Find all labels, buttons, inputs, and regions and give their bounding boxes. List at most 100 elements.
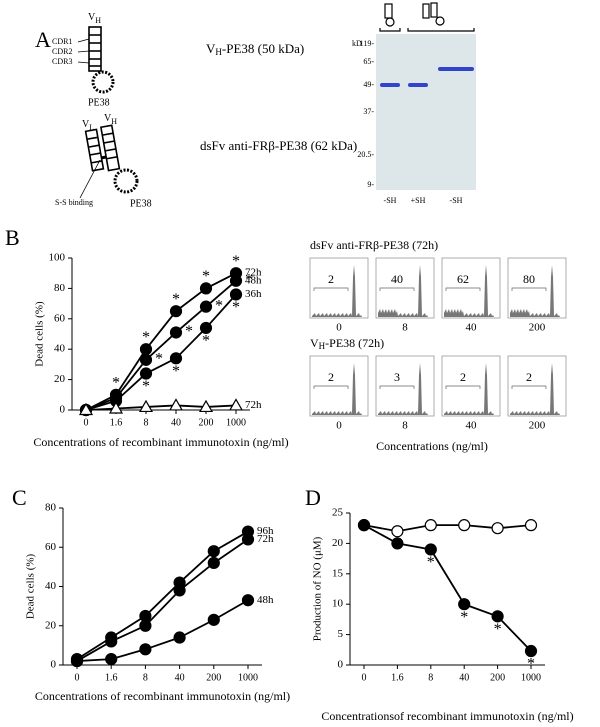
flow-histogram bbox=[312, 363, 362, 415]
y-axis-label: Production of NO (μM) bbox=[312, 536, 324, 641]
gate bbox=[379, 385, 415, 389]
significance: * bbox=[202, 333, 210, 350]
marker bbox=[199, 300, 213, 313]
marker bbox=[207, 545, 220, 558]
flow-x-label: 8 bbox=[402, 322, 408, 334]
flow-x-label: 0 bbox=[336, 420, 342, 432]
marker bbox=[169, 305, 183, 318]
cdr-label: CDR2 bbox=[52, 47, 72, 56]
series-line bbox=[85, 280, 237, 411]
series-label: 96h bbox=[257, 525, 274, 537]
gel-lane: -SH bbox=[384, 196, 397, 205]
construct-name: VH-PE38 (50 kDa) bbox=[206, 41, 304, 57]
x-tick-label: 1.6 bbox=[105, 672, 118, 683]
y-tick-label: 0 bbox=[51, 659, 57, 671]
y-axis-label: Dead cells (%) bbox=[34, 301, 46, 367]
flow-percent: 80 bbox=[523, 272, 535, 286]
marker bbox=[139, 643, 152, 656]
y-tick-label: 20 bbox=[45, 619, 57, 631]
band bbox=[408, 83, 428, 87]
y-tick-label: 15 bbox=[332, 567, 344, 579]
marker bbox=[458, 519, 471, 532]
significance: * bbox=[215, 297, 223, 314]
diagram-label: VH bbox=[88, 12, 101, 25]
y-tick-label: 60 bbox=[45, 541, 57, 553]
label-part: H bbox=[111, 117, 117, 126]
significance: * bbox=[172, 363, 180, 380]
x-axis-label: Concentrations of recombinant immunotoxi… bbox=[33, 435, 288, 449]
label-part: H bbox=[215, 47, 222, 57]
x-tick-label: 40 bbox=[171, 417, 181, 428]
diagram-label: VH bbox=[104, 113, 117, 126]
marker bbox=[241, 594, 255, 607]
x-tick-label: 40 bbox=[459, 672, 469, 683]
cdr-label: CDR3 bbox=[52, 57, 72, 66]
marker bbox=[229, 288, 243, 301]
marker bbox=[169, 352, 183, 365]
flow-percent: 2 bbox=[526, 370, 532, 384]
y-tick-label: 60 bbox=[54, 312, 66, 324]
y-tick-label: 0 bbox=[60, 404, 66, 416]
title-part: -PE38 (72h) bbox=[325, 336, 384, 350]
marker bbox=[173, 584, 186, 597]
title-part: V bbox=[310, 336, 319, 350]
flow-box bbox=[309, 355, 369, 417]
marker bbox=[199, 282, 213, 295]
marker bbox=[139, 619, 152, 632]
gel-icons bbox=[379, 2, 475, 32]
flow-percent: 3 bbox=[394, 370, 400, 384]
y-tick-label: 80 bbox=[54, 282, 66, 294]
significance: * bbox=[202, 268, 210, 285]
gel-unit: kD bbox=[352, 39, 362, 48]
y-tick-label: 100 bbox=[49, 252, 66, 264]
flow-histogram bbox=[444, 363, 494, 415]
ss-label: S-S binding bbox=[55, 198, 93, 207]
x-tick-label: 200 bbox=[490, 672, 505, 683]
y-tick-label: 20 bbox=[332, 537, 344, 549]
y-tick-label: 25 bbox=[332, 507, 344, 519]
flow-histogram bbox=[444, 265, 494, 317]
panel-label: D bbox=[305, 485, 321, 510]
gate bbox=[313, 287, 349, 291]
flow-histogram bbox=[510, 265, 560, 317]
gel bbox=[376, 34, 476, 190]
gate bbox=[445, 287, 481, 291]
label-part: -PE38 (50 kDa) bbox=[222, 41, 304, 56]
y-axis-label: Dead cells (%) bbox=[25, 553, 37, 619]
marker bbox=[70, 654, 84, 668]
flow-x-label: 40 bbox=[466, 420, 478, 432]
gate bbox=[511, 287, 547, 291]
flow-box bbox=[375, 257, 435, 319]
vh-diagram bbox=[77, 26, 115, 94]
series-line bbox=[85, 272, 237, 411]
title-part: dsFv anti-FRβ-PE38 (72h) bbox=[310, 238, 438, 252]
x-tick-label: 200 bbox=[199, 417, 214, 428]
marker bbox=[241, 533, 255, 546]
marker bbox=[105, 653, 118, 666]
flow-x-label: 8 bbox=[402, 420, 408, 432]
marker bbox=[199, 321, 213, 335]
marker bbox=[357, 519, 371, 532]
flow-x-label: 200 bbox=[529, 322, 546, 334]
marker bbox=[491, 610, 504, 623]
flow-histogram bbox=[510, 363, 560, 415]
flow-histogram bbox=[378, 265, 428, 317]
flow-percent: 40 bbox=[391, 272, 403, 286]
flow-box bbox=[507, 355, 567, 417]
flow-box bbox=[441, 257, 501, 319]
marker bbox=[207, 556, 220, 570]
significance: * bbox=[142, 329, 150, 346]
series-line bbox=[363, 524, 532, 533]
marker bbox=[229, 274, 243, 287]
significance: * bbox=[112, 374, 120, 391]
band bbox=[438, 67, 474, 71]
flow-histogram bbox=[312, 265, 362, 317]
dsfv-diagram bbox=[79, 124, 139, 199]
marker bbox=[173, 631, 186, 644]
marker bbox=[228, 398, 244, 411]
series-label: 48h bbox=[257, 594, 274, 606]
gate bbox=[379, 287, 415, 291]
gel-marker: 9- bbox=[367, 180, 374, 189]
marker bbox=[391, 537, 404, 550]
marker bbox=[169, 326, 183, 339]
